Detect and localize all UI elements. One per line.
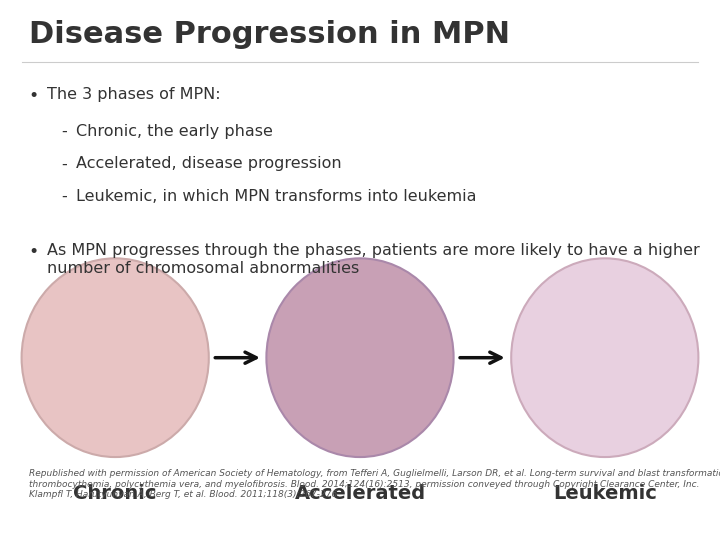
Ellipse shape xyxy=(266,258,454,457)
Text: 19: 19 xyxy=(691,516,706,526)
Text: Accelerated: Accelerated xyxy=(294,484,426,503)
Text: Klampfl T, Harutyunyan A, Berg T, et al. Blood. 2011;118(3):267-276.: Klampfl T, Harutyunyan A, Berg T, et al.… xyxy=(29,490,340,500)
Text: © 2018, Incyte Corporation. All rights reserved.: © 2018, Incyte Corporation. All rights r… xyxy=(14,516,247,526)
Text: •: • xyxy=(29,244,39,261)
Text: •: • xyxy=(29,87,39,105)
Text: Accelerated, disease progression: Accelerated, disease progression xyxy=(76,157,341,172)
Text: Leukemic, in which MPN transforms into leukemia: Leukemic, in which MPN transforms into l… xyxy=(76,189,476,204)
Text: Chronic: Chronic xyxy=(73,484,157,503)
Text: Republished with permission of American Society of Hematology, from Tefferi A, G: Republished with permission of American … xyxy=(29,469,720,489)
Ellipse shape xyxy=(22,258,209,457)
Text: As MPN progresses through the phases, patients are more likely to have a higher
: As MPN progresses through the phases, pa… xyxy=(47,244,700,276)
Text: -: - xyxy=(61,124,67,139)
Text: Leukemic: Leukemic xyxy=(553,484,657,503)
Text: -: - xyxy=(61,157,67,172)
Text: Disease Progression in MPN: Disease Progression in MPN xyxy=(29,20,510,49)
Text: -: - xyxy=(61,189,67,204)
Text: Chronic, the early phase: Chronic, the early phase xyxy=(76,124,272,139)
Text: The 3 phases of MPN:: The 3 phases of MPN: xyxy=(47,87,220,102)
Ellipse shape xyxy=(511,258,698,457)
